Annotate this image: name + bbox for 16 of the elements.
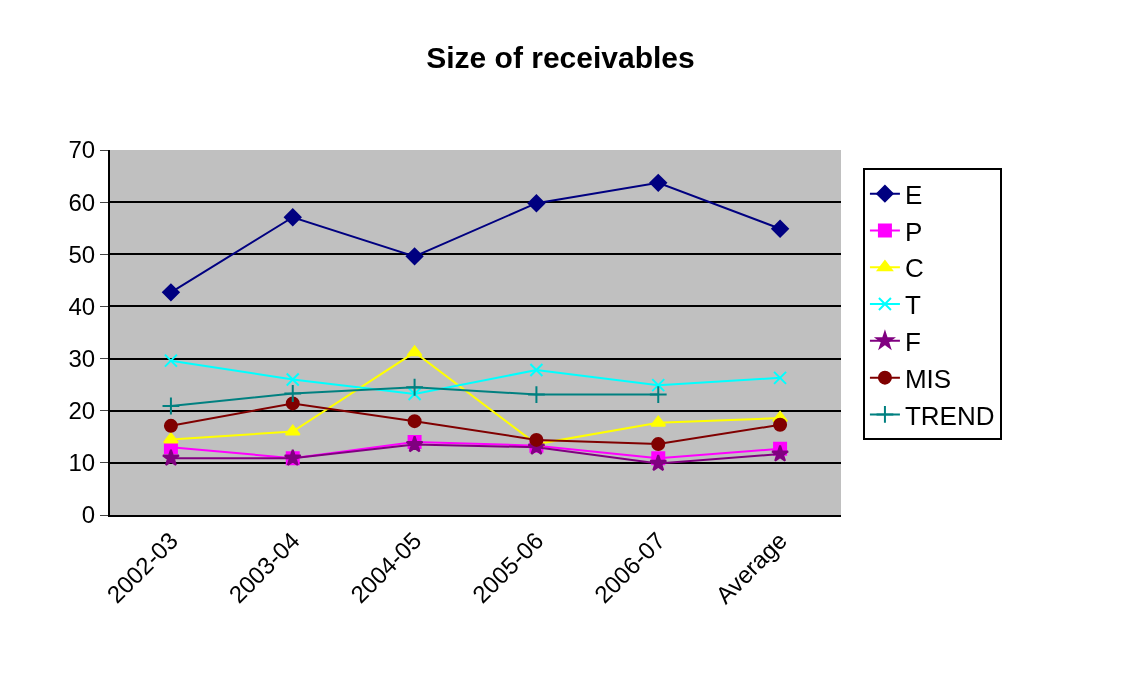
legend-label: P bbox=[904, 216, 923, 247]
legend-label: T bbox=[904, 290, 921, 321]
legend-label: C bbox=[904, 253, 924, 284]
legend-label: E bbox=[904, 179, 923, 210]
y-tick-label: 10 bbox=[68, 449, 96, 477]
y-tick-label: 30 bbox=[68, 344, 96, 372]
y-tick-label: 20 bbox=[68, 397, 96, 425]
legend-label: F bbox=[904, 326, 921, 357]
y-tick-label: 50 bbox=[68, 240, 96, 268]
y-tick-label: 60 bbox=[68, 188, 96, 216]
y-tick-label: 0 bbox=[81, 501, 96, 529]
chart-title: Size of receivables bbox=[426, 41, 695, 75]
legend-label: MIS bbox=[904, 363, 952, 394]
y-tick-label: 70 bbox=[68, 136, 96, 164]
y-tick-label: 40 bbox=[68, 292, 96, 320]
legend-label: TREND bbox=[904, 400, 995, 431]
